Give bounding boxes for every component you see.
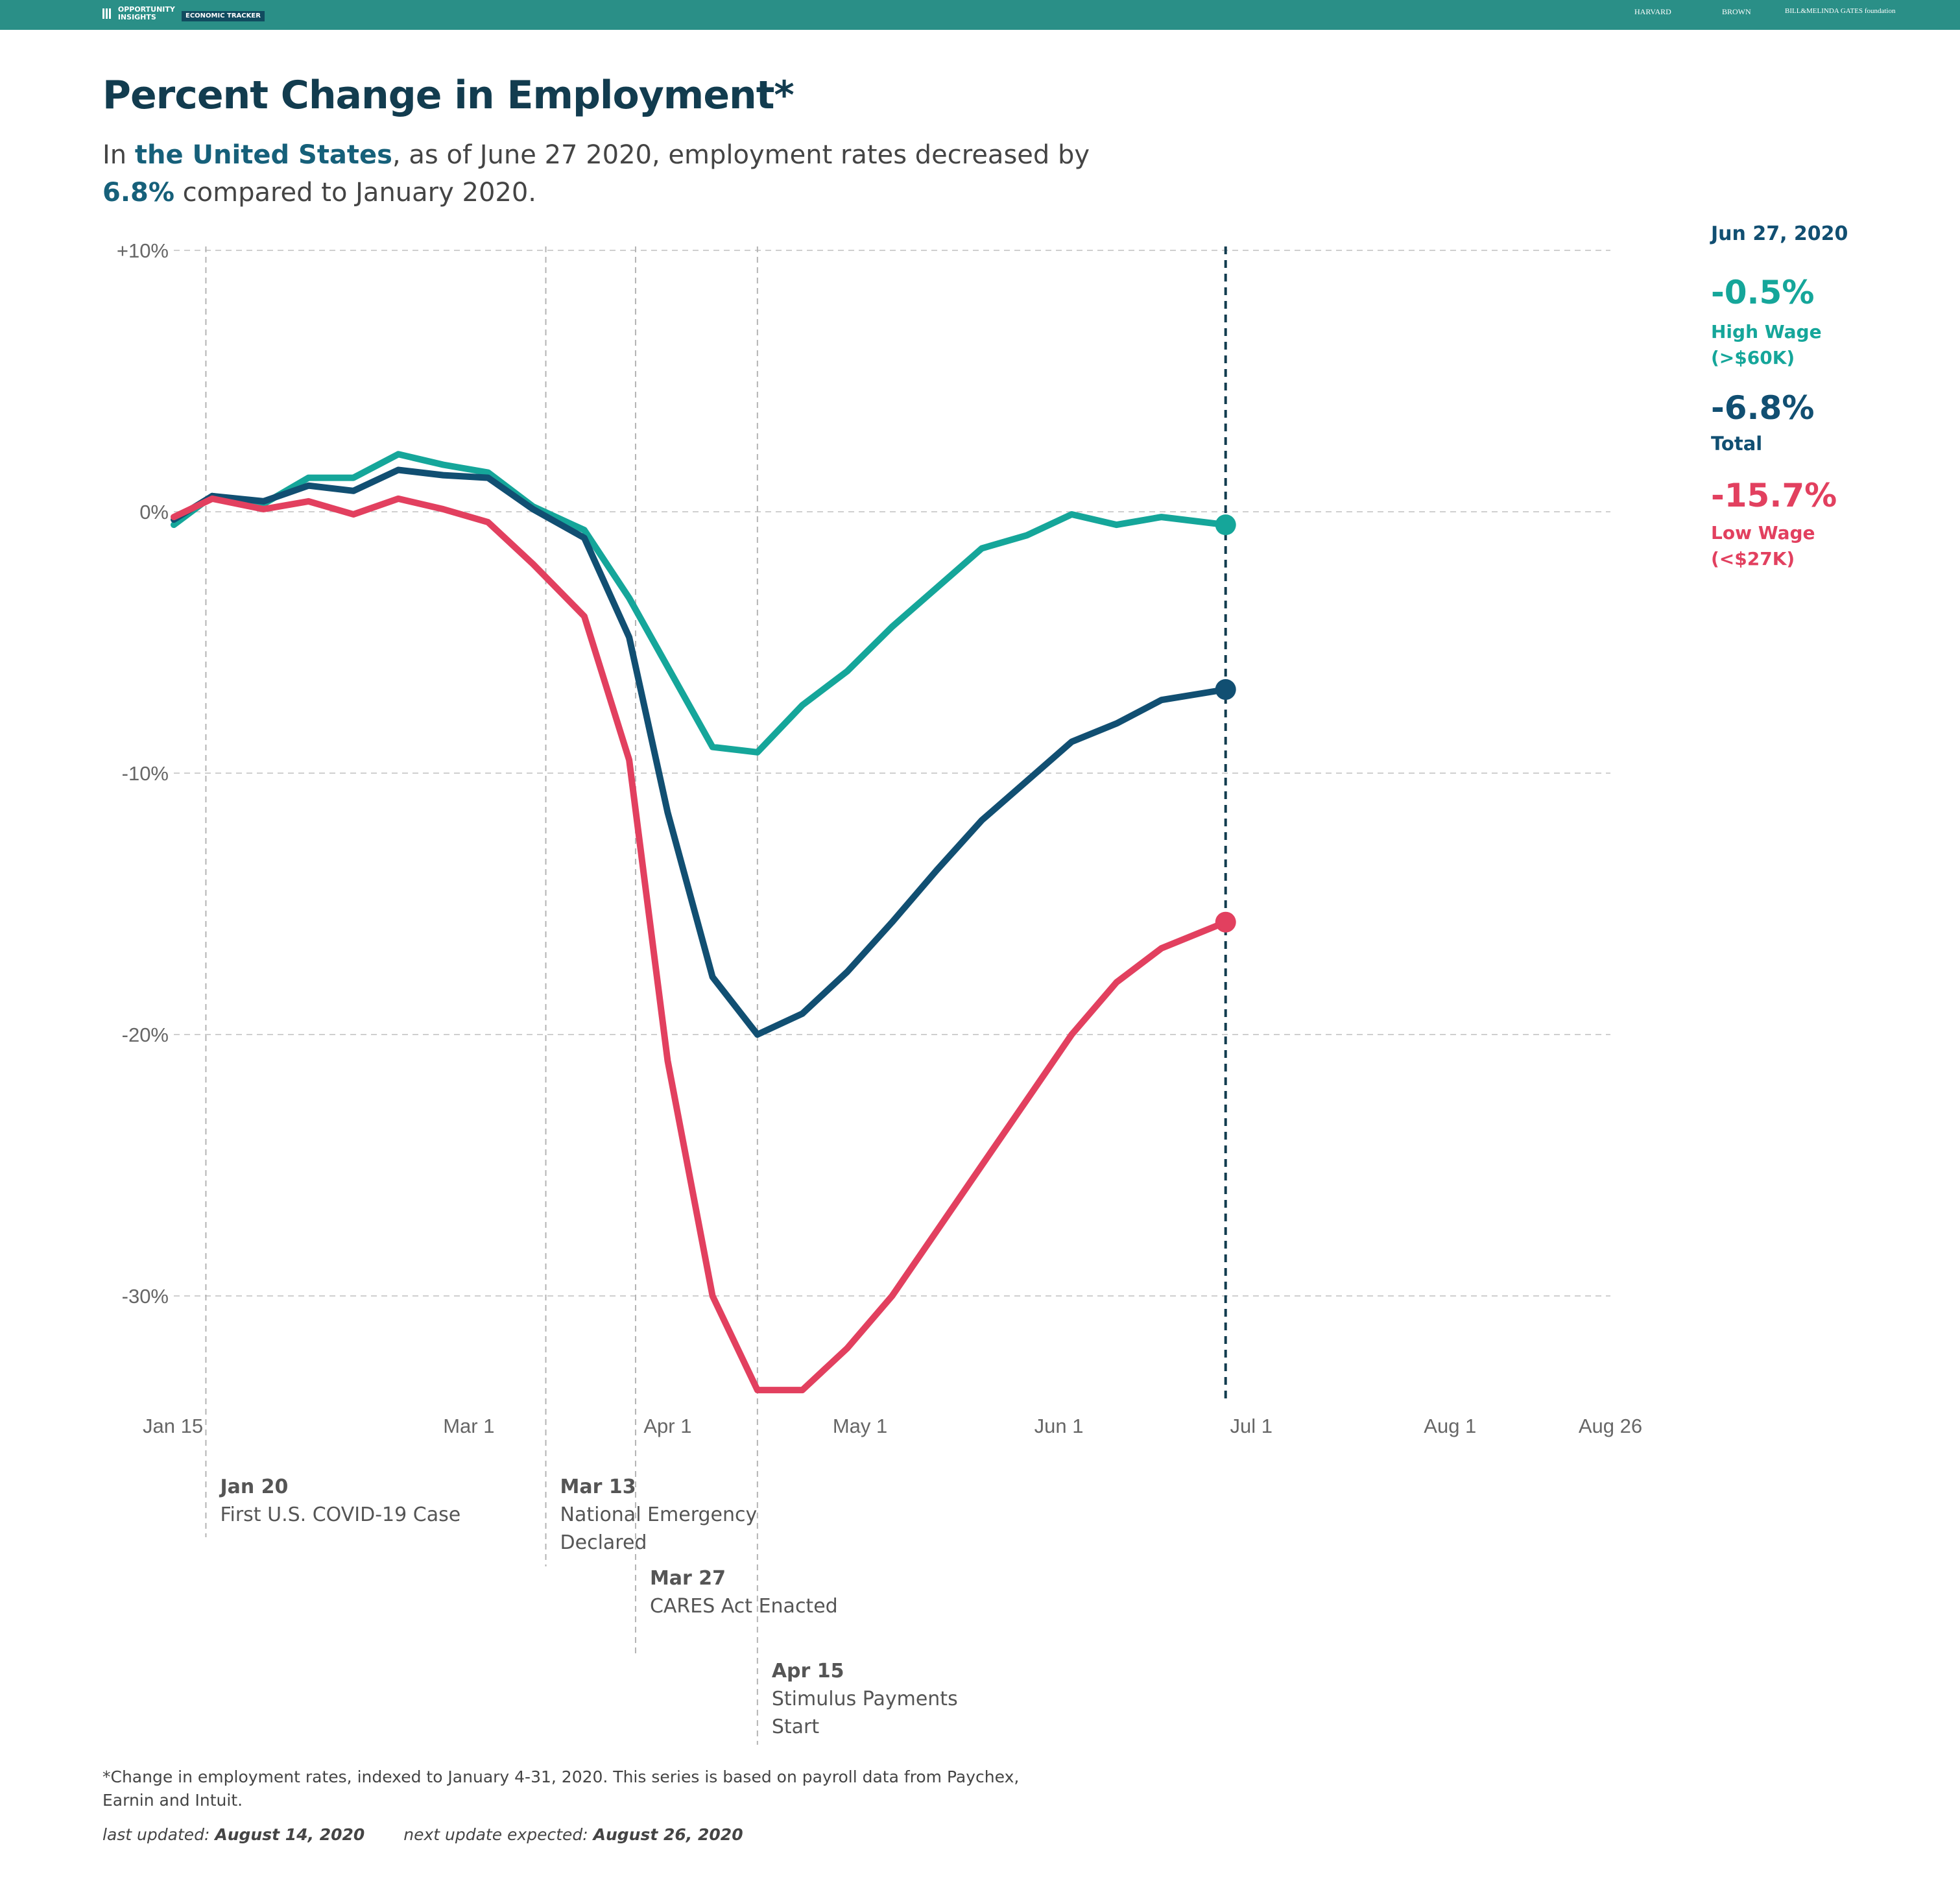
brand-logo[interactable]: OPPORTUNITY INSIGHTS ECONOMIC TRACKER — [102, 6, 265, 21]
side-date: Jun 27, 2020 — [1711, 222, 1848, 245]
side-high-value: -0.5% — [1711, 274, 1815, 311]
y-tick-label: -10% — [122, 762, 169, 785]
total-series-endpoint — [1215, 679, 1236, 701]
footnote: *Change in employment rates, indexed to … — [102, 1767, 1020, 1810]
update-info: last updated: August 14, 2020 next updat… — [102, 1825, 743, 1844]
subtitle-region[interactable]: the United States — [134, 140, 392, 170]
partner-harvard[interactable]: HARVARD — [1634, 7, 1671, 16]
event-description-label: CARES Act Enacted — [650, 1595, 838, 1618]
high-wage-series-line — [171, 451, 1229, 756]
y-tick-label: 0% — [139, 501, 169, 523]
page-subtitle: In the United States, as of June 27 2020… — [102, 136, 1140, 211]
x-tick-label: Apr 1 — [643, 1415, 691, 1437]
last-updated-date: August 14, 2020 — [215, 1825, 365, 1844]
total-wage-series-line — [171, 466, 1229, 1038]
top-bar: OPPORTUNITY INSIGHTS ECONOMIC TRACKER HA… — [0, 0, 1960, 30]
side-high-label-2: (>$60K) — [1711, 347, 1795, 368]
x-tick-label: Aug 26 — [1579, 1415, 1642, 1437]
side-high-label-1: High Wage — [1711, 321, 1822, 342]
high-series-endpoint — [1215, 514, 1236, 536]
y-tick-label: +10% — [117, 239, 169, 262]
side-low-label-1: Low Wage — [1711, 522, 1815, 544]
side-low-label-2: (<$27K) — [1711, 548, 1795, 569]
low-wage-series-line — [171, 495, 1229, 1394]
y-tick-label: -20% — [122, 1024, 169, 1046]
subtitle-value: 6.8% — [102, 178, 174, 208]
subtitle-text-1: In — [102, 140, 135, 170]
partner-brown[interactable]: BROWN — [1722, 7, 1751, 16]
bars-logo-icon — [102, 8, 113, 19]
partner-gates[interactable]: BILL&MELINDA GATES foundation — [1785, 7, 1896, 15]
event-description-label: Stimulus Payments — [772, 1688, 958, 1710]
side-low-label: Low Wage (<$27K) — [1711, 520, 1815, 572]
brand-line-1: OPPORTUNITY — [117, 5, 175, 14]
side-low-value: -15.7% — [1711, 477, 1837, 514]
event-description-label: National Emergency — [560, 1503, 758, 1526]
subtitle-text-2: , as of June 27 2020, employment rates d… — [392, 140, 1090, 170]
side-high-label: High Wage (>$60K) — [1711, 319, 1822, 371]
x-tick-label: Jun 1 — [1034, 1415, 1084, 1437]
low-series-endpoint — [1215, 911, 1236, 933]
y-tick-label: -30% — [122, 1285, 169, 1308]
x-tick-label: Jan 15 — [143, 1415, 203, 1437]
x-tick-label: Jul 1 — [1230, 1415, 1273, 1437]
brand-line-2: INSIGHTS — [117, 13, 156, 21]
next-update-date: August 26, 2020 — [593, 1825, 743, 1844]
event-description-label: First U.S. COVID-19 Case — [220, 1503, 460, 1526]
event-description-label: Start — [772, 1716, 820, 1738]
event-date-label: Mar 13 — [560, 1476, 636, 1498]
event-date-label: Apr 15 — [772, 1660, 844, 1682]
x-tick-label: Mar 1 — [443, 1415, 494, 1437]
subtitle-text-3: compared to January 2020. — [174, 178, 537, 208]
side-total-value: -6.8% — [1711, 389, 1815, 427]
event-date-label: Mar 27 — [650, 1567, 726, 1590]
event-description-label: Declared — [560, 1531, 647, 1554]
x-tick-label: Aug 1 — [1424, 1415, 1476, 1437]
brand-name: OPPORTUNITY INSIGHTS — [118, 6, 175, 21]
x-tick-label: May 1 — [833, 1415, 887, 1437]
side-total-label: Total — [1711, 433, 1763, 455]
event-date-label: Jan 20 — [219, 1476, 288, 1498]
economic-tracker-tag[interactable]: ECONOMIC TRACKER — [182, 11, 265, 21]
page-title: Percent Change in Employment* — [102, 73, 795, 118]
last-updated-label: last updated: — [102, 1825, 215, 1844]
next-update-label: next update expected: — [403, 1825, 593, 1844]
